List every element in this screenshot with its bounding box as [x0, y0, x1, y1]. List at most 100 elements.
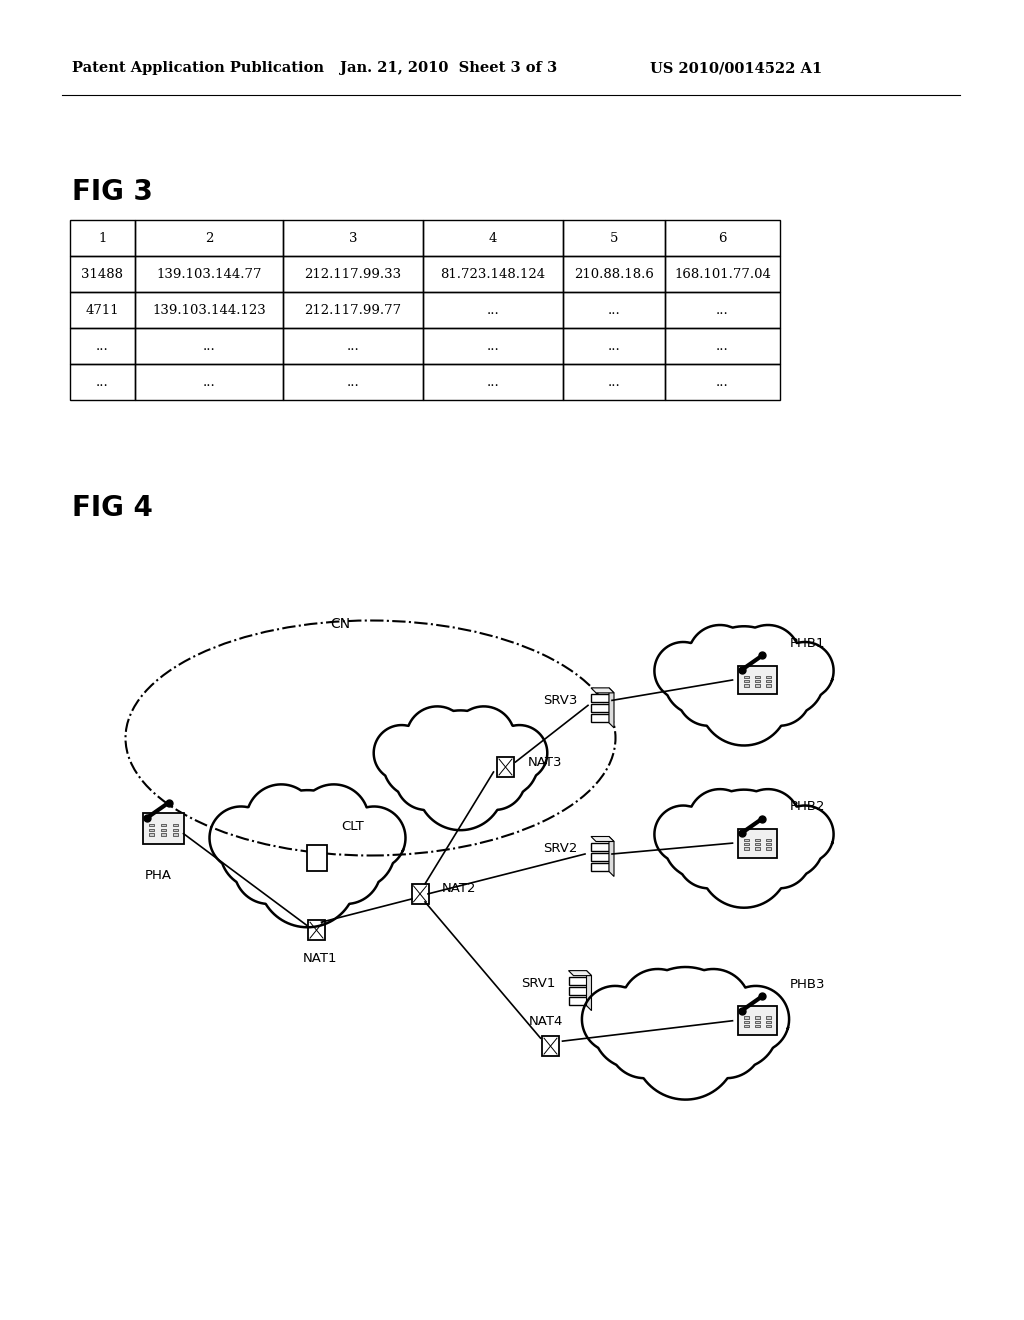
Text: ...: ... [716, 375, 729, 388]
Bar [142, 813, 184, 843]
Text: US 2010/0014522 A1: US 2010/0014522 A1 [650, 61, 822, 75]
Bar [744, 847, 749, 850]
Bar [563, 292, 665, 327]
Text: ...: ... [203, 339, 215, 352]
Bar [665, 327, 780, 364]
Text: ...: ... [486, 375, 500, 388]
Text: 3: 3 [349, 231, 357, 244]
Bar [135, 292, 283, 327]
Text: FIG 3: FIG 3 [72, 178, 153, 206]
Text: ...: ... [607, 304, 621, 317]
Bar [423, 292, 563, 327]
Text: 210.88.18.6: 210.88.18.6 [574, 268, 654, 281]
Text: 31488: 31488 [82, 268, 124, 281]
Bar [283, 220, 423, 256]
Bar [412, 884, 428, 904]
Bar [665, 364, 780, 400]
Bar [591, 843, 609, 850]
Text: 4711: 4711 [86, 304, 120, 317]
Bar [737, 829, 777, 858]
Text: PHB1: PHB1 [790, 638, 825, 649]
Text: NAT3: NAT3 [527, 755, 562, 768]
Text: ...: ... [607, 375, 621, 388]
Bar [591, 853, 609, 861]
Text: CLT: CLT [341, 820, 365, 833]
Bar [744, 1016, 749, 1019]
Bar [766, 838, 771, 841]
Bar [766, 1020, 771, 1023]
Bar [665, 220, 780, 256]
Polygon shape [591, 688, 614, 693]
Polygon shape [609, 837, 614, 876]
Bar [161, 833, 166, 836]
Bar [423, 364, 563, 400]
Bar [423, 327, 563, 364]
Bar [306, 845, 327, 871]
Bar [766, 843, 771, 845]
Text: NAT2: NAT2 [442, 882, 476, 895]
Bar [665, 292, 780, 327]
Bar [744, 838, 749, 841]
Text: NAT1: NAT1 [302, 952, 337, 965]
Text: CN: CN [331, 616, 350, 631]
Bar [755, 684, 760, 686]
Text: 4: 4 [488, 231, 498, 244]
Bar [423, 220, 563, 256]
Text: ...: ... [607, 339, 621, 352]
Bar [283, 364, 423, 400]
Text: ...: ... [716, 304, 729, 317]
Text: FIG 4: FIG 4 [72, 494, 153, 521]
Bar [568, 987, 587, 995]
Text: 212.117.99.77: 212.117.99.77 [304, 304, 401, 317]
Bar [591, 863, 609, 870]
Bar [755, 680, 760, 682]
Text: 1: 1 [98, 231, 106, 244]
Bar [744, 1026, 749, 1027]
Text: ...: ... [96, 375, 109, 388]
Polygon shape [591, 837, 614, 842]
Bar [591, 705, 609, 711]
Bar [744, 676, 749, 678]
Bar [70, 327, 135, 364]
Text: 5: 5 [610, 231, 618, 244]
Bar [150, 824, 155, 826]
Polygon shape [587, 970, 592, 1011]
Bar [755, 1026, 760, 1027]
Text: 81.723.148.124: 81.723.148.124 [440, 268, 546, 281]
Bar [70, 220, 135, 256]
Text: ...: ... [486, 339, 500, 352]
Bar [755, 843, 760, 845]
Text: 212.117.99.33: 212.117.99.33 [304, 268, 401, 281]
Bar [283, 292, 423, 327]
Bar [744, 680, 749, 682]
Text: ...: ... [486, 304, 500, 317]
Bar [497, 756, 514, 777]
Text: 139.103.144.123: 139.103.144.123 [153, 304, 266, 317]
Polygon shape [609, 688, 614, 727]
Bar [766, 847, 771, 850]
Bar [135, 327, 283, 364]
Bar [70, 256, 135, 292]
Bar [766, 680, 771, 682]
Bar [766, 684, 771, 686]
Bar [563, 220, 665, 256]
Bar [744, 1020, 749, 1023]
Bar [755, 838, 760, 841]
Bar [135, 220, 283, 256]
Bar [161, 829, 166, 832]
Bar [542, 1036, 559, 1056]
Bar [563, 364, 665, 400]
Text: ...: ... [347, 339, 359, 352]
Bar [737, 1006, 777, 1035]
Bar [665, 256, 780, 292]
Bar [150, 833, 155, 836]
Text: NAT4: NAT4 [528, 1015, 562, 1028]
Bar [563, 327, 665, 364]
Text: PHB2: PHB2 [790, 800, 825, 813]
Bar [755, 676, 760, 678]
Text: ...: ... [203, 375, 215, 388]
Bar [766, 1026, 771, 1027]
Bar [423, 256, 563, 292]
Bar [308, 920, 325, 940]
Bar [135, 364, 283, 400]
